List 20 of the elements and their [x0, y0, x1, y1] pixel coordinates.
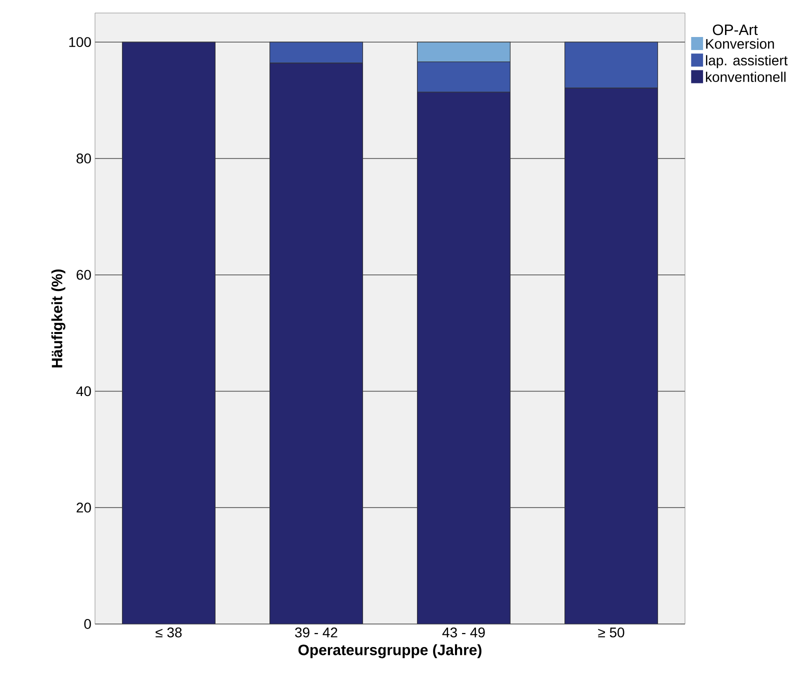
legend-title: OP-Art	[712, 24, 758, 36]
legend-label: lap. assistiert	[706, 55, 788, 68]
x-tick-label: 39 - 42	[295, 628, 338, 638]
x-tick-label: ≤ 38	[156, 628, 182, 638]
bar	[564, 88, 658, 624]
x-tick-label: ≥ 50	[598, 628, 624, 638]
y-tick-label: 60	[76, 270, 91, 280]
y-tick-label: 100	[69, 37, 91, 48]
bar	[416, 92, 511, 624]
y-tick-label: 0	[84, 619, 91, 629]
legend-label: konventionell	[706, 72, 786, 82]
y-tick-label: 80	[76, 154, 91, 164]
bar	[269, 62, 364, 624]
bar	[122, 42, 216, 624]
legend-label: Konversion	[706, 38, 774, 49]
y-tick-label: 40	[76, 386, 91, 396]
y-tick-label: 20	[76, 502, 91, 513]
y-axis-title: Häufigkeit (%)	[51, 269, 66, 368]
x-axis-title: Operateursgruppe (Jahre)	[298, 644, 482, 658]
x-tick-label: 43 - 49	[442, 628, 485, 638]
